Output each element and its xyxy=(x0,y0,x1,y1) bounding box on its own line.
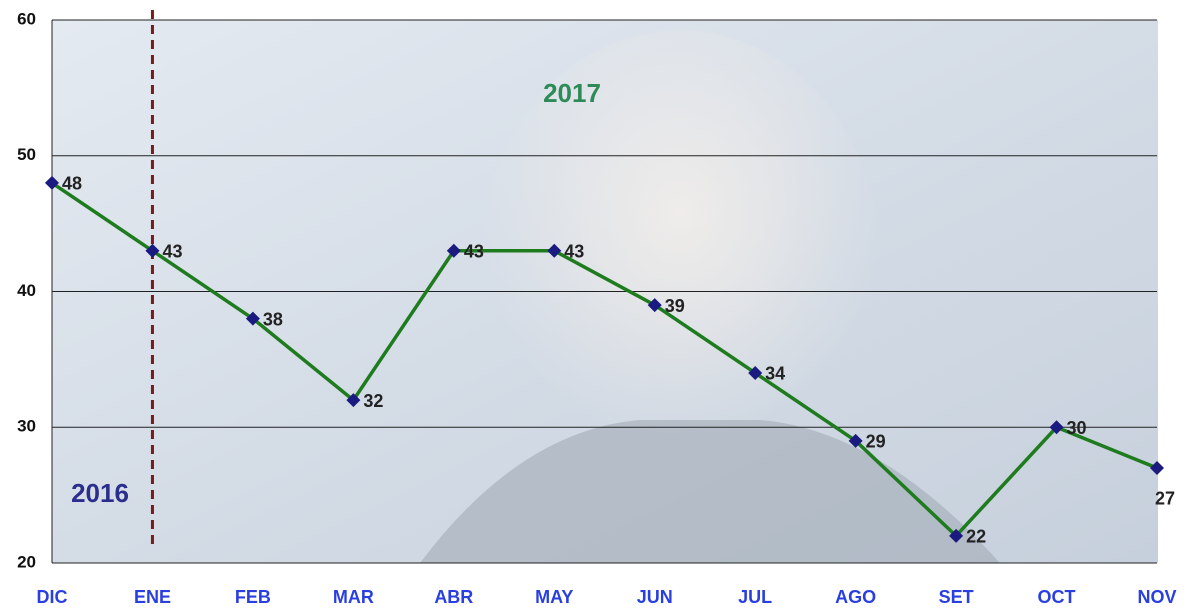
data-label: 22 xyxy=(966,527,986,547)
x-tick-label: MAY xyxy=(535,587,573,607)
y-tick-label: 50 xyxy=(17,145,36,164)
x-tick-label: JUL xyxy=(738,587,772,607)
data-label: 48 xyxy=(62,174,82,194)
chart: 2017 2016 20 30 40 50 60 DIC ENE FEB MAR ABR MAY JU… xyxy=(0,0,1189,610)
annotation-2016: 2016 xyxy=(71,478,129,508)
data-label: 27 xyxy=(1155,489,1175,509)
x-tick-label: ENE xyxy=(134,587,171,607)
data-label: 29 xyxy=(866,432,886,452)
data-label: 32 xyxy=(363,391,383,411)
data-label: 34 xyxy=(765,364,785,384)
y-tick-label: 20 xyxy=(17,552,36,571)
data-label: 43 xyxy=(464,242,484,262)
y-tick-label: 30 xyxy=(17,417,36,436)
x-tick-label: NOV xyxy=(1137,587,1176,607)
x-tick-label: DIC xyxy=(37,587,68,607)
y-tick-label: 60 xyxy=(17,9,36,28)
data-label: 39 xyxy=(665,296,685,316)
x-tick-label: OCT xyxy=(1038,587,1076,607)
data-label: 30 xyxy=(1067,418,1087,438)
x-tick-label: ABR xyxy=(434,587,473,607)
data-label: 38 xyxy=(263,309,283,329)
y-tick-label: 40 xyxy=(17,281,36,300)
x-tick-label: JUN xyxy=(637,587,673,607)
x-tick-label: FEB xyxy=(235,587,271,607)
data-label: 43 xyxy=(564,242,584,262)
x-tick-label: AGO xyxy=(835,587,876,607)
data-label: 43 xyxy=(162,242,182,262)
x-tick-label: SET xyxy=(939,587,974,607)
x-tick-label: MAR xyxy=(333,587,374,607)
annotation-2017: 2017 xyxy=(543,78,601,108)
